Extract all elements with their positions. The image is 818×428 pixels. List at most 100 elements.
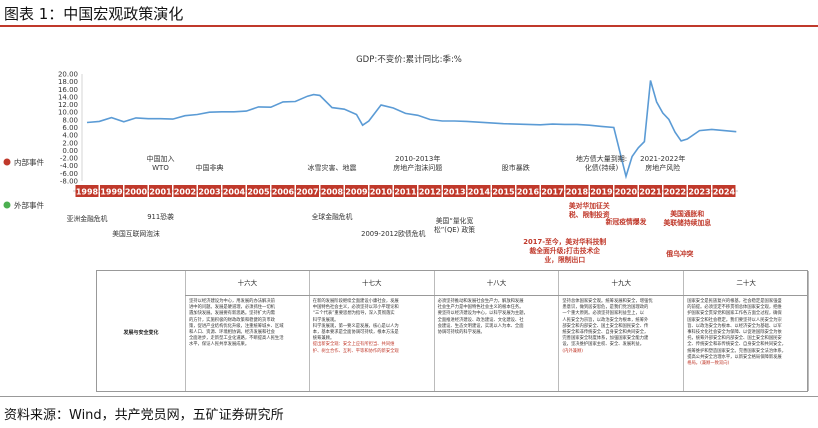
policy-line: 统安全和非传统安全、自身安全和共同安全，	[562, 330, 649, 336]
external-event-label: 美对华加征关	[569, 201, 610, 210]
external-event-label: 美国互联网泡沫	[112, 229, 160, 238]
year-box	[271, 185, 295, 197]
policy-line: 中国特色社会主义，必须坚持以邓小平理论和	[312, 305, 399, 311]
policy-line: 完善国家安全制度体系，加强国家安全能力建	[562, 336, 649, 342]
year-label: 2008	[321, 188, 344, 197]
internal-event-label: 股市暴跌	[502, 163, 530, 172]
external-event-label: 美联储持续加息	[663, 218, 711, 227]
internal-event-label: 地方债大量到期:	[576, 154, 627, 163]
internal-event-label: 化债(持续)	[585, 163, 619, 172]
year-label: 2016	[517, 188, 540, 197]
year-box	[75, 185, 99, 197]
internal-legend-label: 内部事件	[14, 157, 44, 167]
title-rule	[0, 25, 818, 27]
policy-line: 全面推进经济建设、政治建设、文化建设、社	[437, 317, 524, 323]
policy-table: 发展与安全变化 十六大 坚持以经济建设为中心，用发展的办法解决前 进中的问题。发展是…	[96, 270, 809, 392]
external-event-label: 2009-2012欧债危机	[361, 229, 425, 238]
policy-line: 和人口、资源、环境相协调。经济发展和社会	[189, 330, 275, 336]
external-event-label: 税、限制投资	[569, 210, 610, 219]
y-tick-label: 4.00	[62, 132, 78, 140]
year-label: 2018	[566, 188, 589, 197]
policy-line: 护、树立合作、互利、平等和协作的新安全观	[312, 348, 399, 354]
policy-line: 格局。(兼顾一致双向)	[687, 361, 730, 367]
year-label: 2003	[198, 188, 220, 197]
policy-cell-text: 必须坚持推动和发展社会生产力，解放和发展 社会生产力是中国特色社会主义的根本任务。…	[438, 299, 556, 336]
y-tick-label: 16.00	[58, 86, 78, 94]
policy-column-header: 二十大	[736, 279, 756, 287]
year-label: 2002	[174, 188, 196, 197]
year-box	[345, 185, 368, 197]
year-box	[565, 185, 589, 197]
year-label: 2015	[492, 188, 515, 197]
year-box	[492, 185, 515, 197]
policy-line: 科学发展观，第一要义是发展，核心是以人为	[312, 323, 399, 329]
year-box	[369, 185, 393, 197]
policy-header-rule	[185, 271, 807, 296]
external-event-label: 2017-至今，美对华科技制	[523, 237, 606, 246]
policy-column: 十九大 坚持总体国家安全观。统筹发展和安全，增强忧 患意识，做到居安思危，是我们党治…	[559, 271, 685, 391]
y-tick-label: 20.00	[58, 71, 78, 79]
policy-line: 策，促进产业结构优化升级，注重统筹城乡、区域	[189, 323, 284, 329]
policy-line: 协调可持续的科学发展。	[437, 330, 485, 336]
year-box	[443, 185, 466, 197]
year-label: 2009	[345, 188, 368, 197]
policy-line: 提高公共安全治理水平，以新安全格局保障新发展	[687, 354, 782, 360]
policy-column-header: 十六大	[237, 279, 258, 287]
internal-event-label: 2010-2013年	[395, 154, 440, 163]
y-tick-label: 14.00	[58, 93, 78, 101]
year-label: 2005	[247, 188, 270, 197]
y-tick-label: 0.00	[62, 147, 78, 155]
internal-event-label: 房地产泡沫问题	[393, 163, 442, 172]
policy-line: 人民安全为宗旨，以政治安全为根本，统筹外	[562, 317, 649, 323]
external-event-label: 业，限制出口	[544, 255, 585, 264]
policy-line: 患意识，做到居安思危，是我们党治国理政的	[562, 305, 649, 311]
policy-line: 国家安全和社会稳定。我们要坚持以人民安全为宗	[687, 317, 782, 323]
year-box	[516, 185, 540, 197]
y-tick-label: 8.00	[62, 116, 78, 124]
policy-line: 社会生产力是中国特色社会主义的根本任务。	[437, 305, 524, 311]
external-event-label: 松”(QE) 政策	[434, 225, 475, 234]
year-label: 2010	[370, 188, 393, 197]
policy-line: 统筹兼顾。	[312, 336, 335, 342]
year-box	[222, 185, 246, 197]
year-label: 2013	[443, 188, 465, 197]
year-label: 2024	[713, 188, 736, 197]
gdp-chart: GDP:不变价:累计同比:季:% 20.0018.0016.0014.0012.…	[3, 54, 738, 264]
year-label: 2014	[468, 188, 491, 197]
policy-line: 本，基本要求是全面协调可持续，根本方法是	[312, 330, 399, 336]
internal-event-label: WTO	[152, 164, 169, 172]
y-tick-label: -4.00	[60, 162, 78, 170]
external-legend-label: 外部事件	[14, 200, 44, 210]
year-box	[296, 185, 319, 197]
policy-column-header: 十九大	[611, 279, 632, 287]
y-tick-label: -6.00	[60, 170, 78, 178]
chart-title: GDP:不变价:累计同比:季:%	[356, 54, 462, 65]
y-tick-label: 18.00	[58, 78, 78, 86]
policy-line: 旨、以政治安全为根本、以经济安全为基础、以军	[687, 323, 782, 329]
year-label: 2011	[394, 188, 417, 197]
year-box	[639, 185, 662, 197]
policy-line: 进中的问题。发展是硬道理，必须抓住一切机	[189, 305, 275, 311]
year-label: 2019	[590, 188, 613, 197]
policy-cell-text: 坚持以经济建设为中心，用发展的办法解决前 进中的问题。发展是硬道理，必须抓住一切机…	[189, 299, 306, 349]
year-box	[418, 185, 442, 197]
policy-line: 在新的发展阶段继续全面建设小康社会，发展	[312, 299, 399, 304]
policy-line: 科学发展观。	[312, 317, 339, 323]
external-event-label: 新冠疫情爆发	[606, 217, 647, 226]
bottom-rule	[0, 396, 818, 397]
internal-legend-dot	[3, 158, 11, 166]
policy-line: 国家安全是民族复兴的根基，社会稳定是国家强盛	[687, 299, 782, 304]
internal-event-label: 中国非典	[196, 163, 224, 172]
year-box	[712, 185, 736, 197]
year-box	[688, 185, 711, 197]
year-box	[173, 185, 197, 197]
external-event-label: 裁全面升级;打击技术企	[529, 246, 600, 255]
policy-column: 二十大 国家安全是民族复兴的根基，社会稳定是国家强盛 的前提。必须坚定不移贯彻总体国…	[684, 271, 809, 391]
gdp-line	[86, 80, 737, 180]
policy-line: “三个代表”重要思想为指导，深入贯彻落实	[312, 311, 395, 317]
year-label: 2006	[272, 188, 295, 197]
policy-line: 提出新安全观：安全上应有所担当、共同维	[312, 342, 395, 348]
year-box	[394, 185, 417, 197]
